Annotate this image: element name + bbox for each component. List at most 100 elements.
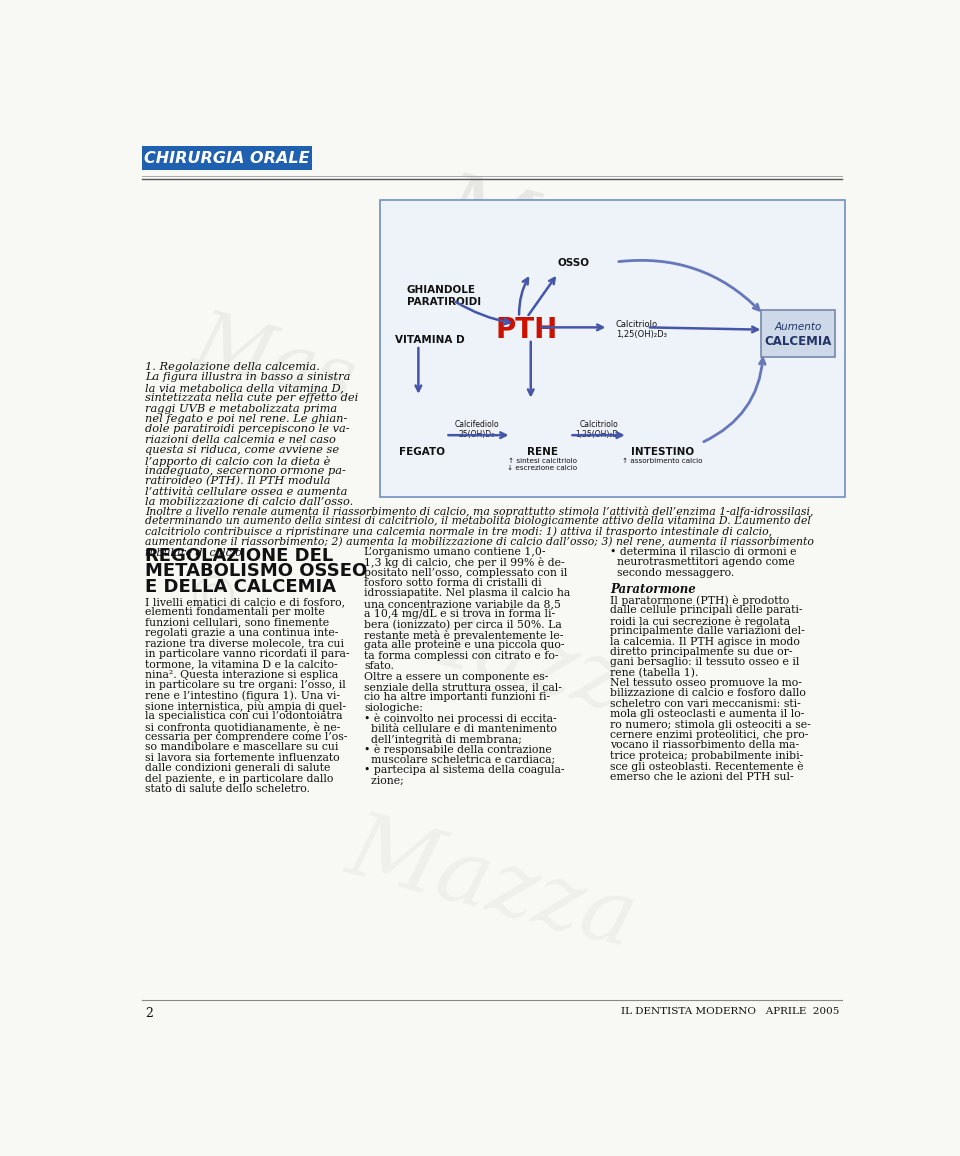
Text: PTH: PTH (495, 316, 558, 343)
Text: Mazza: Mazza (377, 583, 684, 742)
Text: Calcitriolo
1,25(OH)₂D₃: Calcitriolo 1,25(OH)₂D₃ (616, 320, 667, 339)
Text: ro numero; stimola gli osteociti a se-: ro numero; stimola gli osteociti a se- (610, 720, 810, 729)
Text: dole paratiroidi percepiscono le va-: dole paratiroidi percepiscono le va- (145, 424, 349, 435)
Text: determinando un aumento della sintesi di calcitriolo, il metabolita biologicamen: determinando un aumento della sintesi di… (145, 517, 810, 526)
Text: cessaria per comprendere come l’os-: cessaria per comprendere come l’os- (145, 732, 348, 742)
Text: raggi UVB e metabolizzata prima: raggi UVB e metabolizzata prima (145, 403, 337, 414)
Text: OSSO: OSSO (558, 258, 589, 268)
Text: GHIANDOLE
PARATIROIDI: GHIANDOLE PARATIROIDI (407, 286, 481, 306)
Text: cernere enzimi proteolitici, che pro-: cernere enzimi proteolitici, che pro- (610, 731, 808, 740)
Text: sintetizzata nella cute per effetto dei: sintetizzata nella cute per effetto dei (145, 393, 358, 403)
Text: Inoltre a livello renale aumenta il riassorbimento di calcio, ma soprattutto sti: Inoltre a livello renale aumenta il rias… (145, 506, 813, 517)
Text: aumentandone il riassorbimento; 2) aumenta la mobilizzazione di calcio dall’osso: aumentandone il riassorbimento; 2) aumen… (145, 538, 814, 548)
Text: Il paratormone (PTH) è prodotto: Il paratormone (PTH) è prodotto (610, 595, 789, 606)
Text: CALCEMIA: CALCEMIA (764, 335, 831, 348)
Text: nina². Questa interazione si esplica: nina². Questa interazione si esplica (145, 669, 338, 680)
Text: ratiroideo (PTH). Il PTH modula: ratiroideo (PTH). Il PTH modula (145, 476, 330, 487)
Text: Nel tessuto osseo promuove la mo-: Nel tessuto osseo promuove la mo- (610, 679, 802, 688)
Text: • è responsabile della contrazione: • è responsabile della contrazione (364, 744, 552, 755)
Text: IL DENTISTA MODERNO   APRILE  2005: IL DENTISTA MODERNO APRILE 2005 (621, 1007, 839, 1016)
Text: elementi fondamentali per molte: elementi fondamentali per molte (145, 607, 324, 617)
Text: l’apporto di calcio con la dieta è: l’apporto di calcio con la dieta è (145, 455, 330, 467)
Text: a 10,4 mg/dL e si trova in forma li-: a 10,4 mg/dL e si trova in forma li- (364, 609, 555, 620)
Text: • determina il rilascio di ormoni e: • determina il rilascio di ormoni e (610, 547, 796, 557)
Text: funzioni cellulari, sono finemente: funzioni cellulari, sono finemente (145, 617, 329, 628)
Text: rene (tabella 1).: rene (tabella 1). (610, 668, 698, 679)
Text: bilizzazione di calcio e fosforo dallo: bilizzazione di calcio e fosforo dallo (610, 689, 805, 698)
Text: una concentrazione variabile da 8,5: una concentrazione variabile da 8,5 (364, 599, 561, 609)
FancyBboxPatch shape (142, 147, 312, 170)
Text: ↑ assorbimento calcio: ↑ assorbimento calcio (622, 458, 703, 465)
Text: • è coinvolto nei processi di eccita-: • è coinvolto nei processi di eccita- (364, 713, 557, 724)
Text: ↑ sintesi calcitriolo
↓ escrezione calcio: ↑ sintesi calcitriolo ↓ escrezione calci… (507, 458, 577, 472)
Text: Calcitriolo
1,25(OH)₂D₃: Calcitriolo 1,25(OH)₂D₃ (576, 420, 622, 439)
Text: ta forma complessi con citrato e fo-: ta forma complessi con citrato e fo- (364, 651, 559, 661)
Text: calcitriolo contribuisce a ripristinare una calcemia normale in tre modi: 1) att: calcitriolo contribuisce a ripristinare … (145, 527, 772, 538)
Text: emerso che le azioni del PTH sul-: emerso che le azioni del PTH sul- (610, 772, 793, 781)
Text: senziale della struttura ossea, il cal-: senziale della struttura ossea, il cal- (364, 682, 562, 692)
Text: La figura illustra in basso a sinistra: La figura illustra in basso a sinistra (145, 372, 350, 383)
Text: diretto principalmente su due or-: diretto principalmente su due or- (610, 647, 792, 657)
Text: mola gli osteoclasti e aumenta il lo-: mola gli osteoclasti e aumenta il lo- (610, 710, 804, 719)
Text: stato di salute dello scheletro.: stato di salute dello scheletro. (145, 784, 310, 794)
Text: questa si riduca, come avviene se: questa si riduca, come avviene se (145, 445, 339, 455)
Text: INTESTINO: INTESTINO (631, 446, 694, 457)
Text: dalle cellule principali delle parati-: dalle cellule principali delle parati- (610, 606, 803, 615)
Text: positato nell’osso, complessato con il: positato nell’osso, complessato con il (364, 568, 567, 578)
Text: del paziente, e in particolare dallo: del paziente, e in particolare dallo (145, 773, 333, 784)
Text: rene e l’intestino (figura 1). Una vi-: rene e l’intestino (figura 1). Una vi- (145, 690, 340, 701)
Text: la via metabolica della vitamina D,: la via metabolica della vitamina D, (145, 383, 344, 393)
Text: siologiche:: siologiche: (364, 703, 423, 713)
Text: sione internistica, più ampia di quel-: sione internistica, più ampia di quel- (145, 701, 346, 712)
Text: roidi la cui secrezione è regolata: roidi la cui secrezione è regolata (610, 616, 790, 627)
Text: vocano il riassorbimento della ma-: vocano il riassorbimento della ma- (610, 741, 799, 750)
Text: dalle condizioni generali di salute: dalle condizioni generali di salute (145, 763, 330, 773)
Text: CHIRURGIA ORALE: CHIRURGIA ORALE (144, 151, 310, 166)
Text: VITAMINA D: VITAMINA D (396, 335, 465, 346)
Text: regolati grazie a una continua inte-: regolati grazie a una continua inte- (145, 628, 338, 638)
Text: la calcemia. Il PTH agisce in modo: la calcemia. Il PTH agisce in modo (610, 637, 800, 646)
Text: 2: 2 (145, 1007, 153, 1021)
Text: Mas: Mas (186, 305, 363, 418)
Text: Oltre a essere un componente es-: Oltre a essere un componente es- (364, 672, 548, 682)
Text: la mobilizzazione di calcio dall’osso.: la mobilizzazione di calcio dall’osso. (145, 497, 353, 507)
Text: Mazza: Mazza (338, 806, 646, 965)
Text: secondo messaggero.: secondo messaggero. (610, 568, 734, 578)
FancyBboxPatch shape (761, 310, 835, 357)
Text: Aumento: Aumento (775, 323, 822, 333)
Text: gata alle proteine e una piccola quo-: gata alle proteine e una piccola quo- (364, 640, 564, 651)
Text: 1,3 kg di calcio, che per il 99% è de-: 1,3 kg di calcio, che per il 99% è de- (364, 557, 564, 569)
Text: la specialistica con cui l’odontoiatra: la specialistica con cui l’odontoiatra (145, 711, 343, 721)
Text: nel fegato e poi nel rene. Le ghian-: nel fegato e poi nel rene. Le ghian- (145, 414, 348, 424)
Text: • partecipa al sistema della coagula-: • partecipa al sistema della coagula- (364, 765, 564, 776)
Text: L’organismo umano contiene 1,0-: L’organismo umano contiene 1,0- (364, 547, 545, 557)
Text: E DELLA CALCEMIA: E DELLA CALCEMIA (145, 578, 336, 595)
Text: Mazza: Mazza (431, 166, 738, 327)
Text: bera (ionizzato) per circa il 50%. La: bera (ionizzato) per circa il 50%. La (364, 620, 562, 630)
Text: l’attività cellulare ossea e aumenta: l’attività cellulare ossea e aumenta (145, 487, 348, 497)
Text: in particolare vanno ricordati il para-: in particolare vanno ricordati il para- (145, 649, 349, 659)
Text: razione tra diverse molecole, tra cui: razione tra diverse molecole, tra cui (145, 638, 344, 649)
Text: ©: © (185, 573, 241, 628)
Text: RENE: RENE (527, 446, 558, 457)
Text: fosforo sotto forma di cristalli di: fosforo sotto forma di cristalli di (364, 578, 541, 588)
Text: so mandibolare e mascellare su cui: so mandibolare e mascellare su cui (145, 742, 338, 753)
Text: idrossiapatite. Nel plasma il calcio ha: idrossiapatite. Nel plasma il calcio ha (364, 588, 570, 599)
Text: METABOLISMO OSSEO: METABOLISMO OSSEO (145, 562, 367, 580)
Text: neurotrasmettitori agendo come: neurotrasmettitori agendo come (610, 557, 795, 568)
Text: in particolare su tre organi: l’osso, il: in particolare su tre organi: l’osso, il (145, 680, 346, 690)
Text: tubulare di calcio.: tubulare di calcio. (145, 548, 245, 557)
Text: cio ha altre importanti funzioni fi-: cio ha altre importanti funzioni fi- (364, 692, 550, 703)
Text: Paratormone: Paratormone (610, 583, 696, 595)
Text: sfato.: sfato. (364, 661, 394, 672)
Text: 1. Regolazione della calcemia.: 1. Regolazione della calcemia. (145, 362, 320, 372)
Text: zione;: zione; (364, 776, 404, 786)
Text: REGOLAZIONE DEL: REGOLAZIONE DEL (145, 547, 333, 565)
Text: bilità cellulare e di mantenimento: bilità cellulare e di mantenimento (364, 724, 557, 734)
Text: muscolare scheletrica e cardiaca;: muscolare scheletrica e cardiaca; (364, 755, 555, 765)
Text: riazioni della calcemia e nel caso: riazioni della calcemia e nel caso (145, 435, 336, 445)
Text: Calcifediolo
25(OH)D₃: Calcifediolo 25(OH)D₃ (454, 420, 499, 439)
Text: restante metà è prevalentemente le-: restante metà è prevalentemente le- (364, 630, 564, 640)
Text: principalmente dalle variazioni del-: principalmente dalle variazioni del- (610, 627, 804, 636)
Text: trice proteica; probabilmente inibi-: trice proteica; probabilmente inibi- (610, 751, 804, 761)
